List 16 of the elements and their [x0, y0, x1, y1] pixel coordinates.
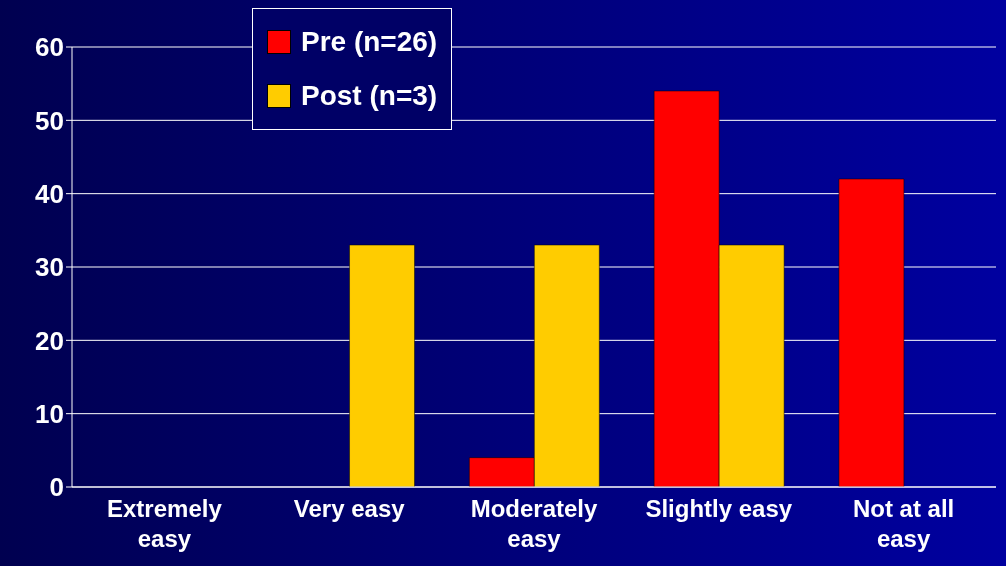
bar: [838, 178, 905, 487]
bar: [349, 244, 415, 487]
x-tick-label: Not at all easy: [852, 495, 955, 552]
y-tick-label: 50: [35, 105, 64, 136]
x-tick-label: Extremely easy: [107, 495, 223, 552]
x-tick-label: Very easy: [293, 495, 406, 522]
x-tick-label: Slightly easy: [645, 495, 793, 522]
legend-label: Post (n=3): [300, 79, 438, 113]
y-tick-label: 20: [35, 325, 64, 356]
y-tick-label: 60: [35, 32, 64, 63]
y-tick-label: 10: [35, 398, 64, 429]
y-tick-label: 40: [35, 178, 64, 209]
x-tick-label: Moderately easy: [470, 495, 598, 552]
y-tick-label: 0: [49, 472, 64, 503]
y-tick-label: 30: [35, 252, 64, 283]
legend-label: Pre (n=26): [300, 25, 438, 59]
